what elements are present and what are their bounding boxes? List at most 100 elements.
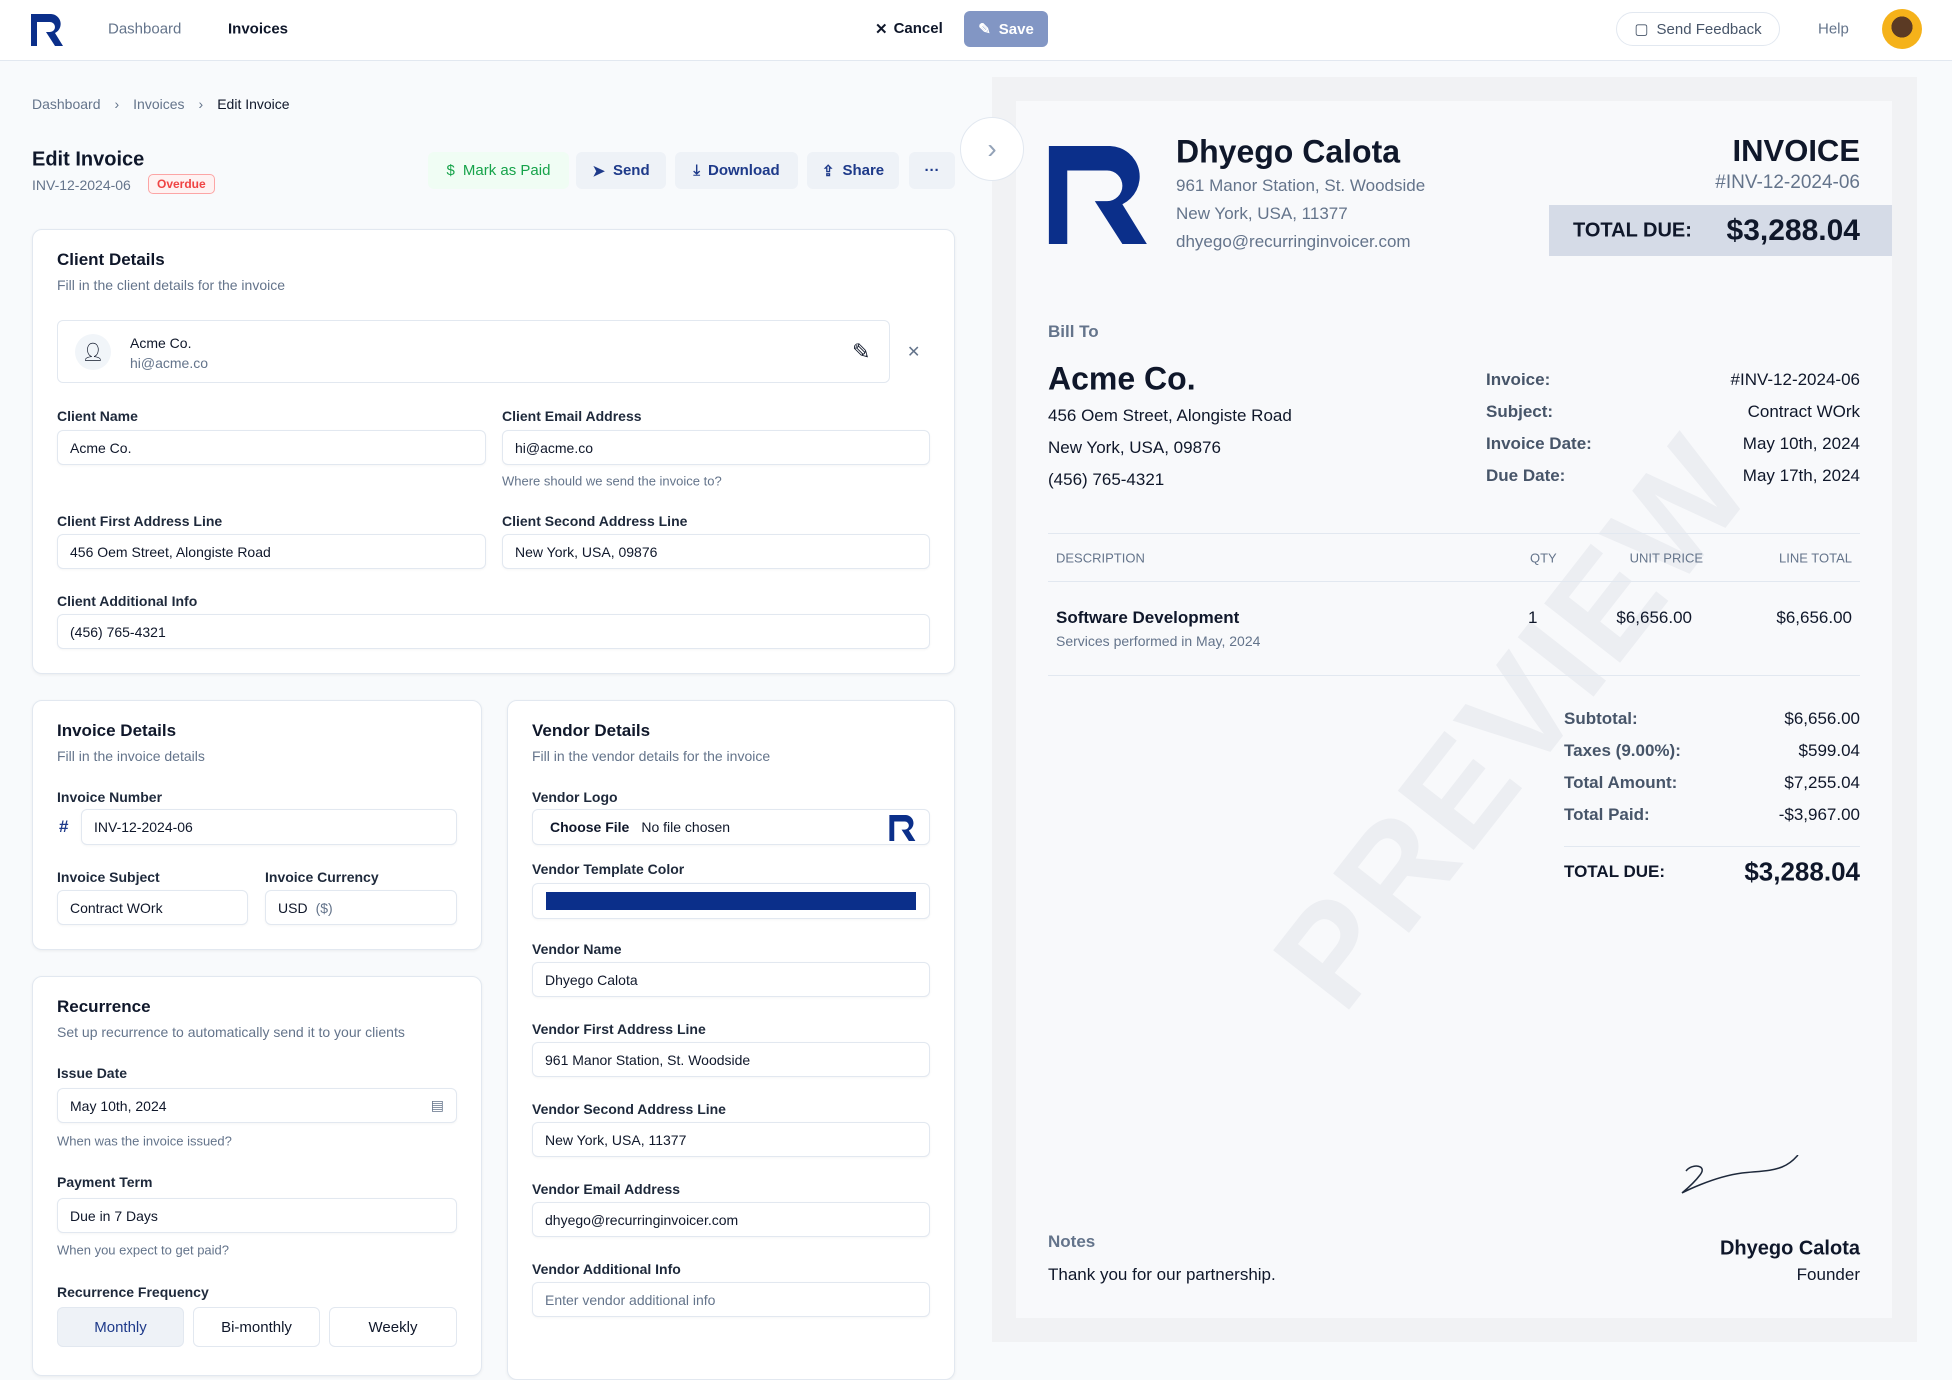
issue-date-help: When was the invoice issued? <box>57 1133 232 1149</box>
breadcrumb-invoices[interactable]: Invoices <box>133 96 185 112</box>
download-button[interactable]: ⤓ Download <box>675 152 798 189</box>
total-due-label: TOTAL DUE: <box>1573 219 1692 242</box>
vendor-card-subtitle: Fill in the vendor details for the invoi… <box>532 748 771 764</box>
frequency-bi-monthly[interactable]: Bi-monthly <box>193 1307 320 1347</box>
vendor-logo-thumbnail <box>889 815 916 841</box>
frequency-monthly[interactable]: Monthly <box>57 1307 184 1347</box>
divider <box>1564 846 1860 847</box>
currency-symbol: ($) <box>315 899 333 916</box>
preview-client-line: (456) 765-4321 <box>1048 470 1165 489</box>
selected-client-name: Acme Co. <box>130 335 192 351</box>
vendor-color-input[interactable] <box>532 883 930 919</box>
payment-term-select[interactable]: Due in 7 Days <box>57 1198 457 1233</box>
client-info-input[interactable]: (456) 765-4321 <box>57 614 930 649</box>
client-email-help: Where should we send the invoice to? <box>502 473 722 489</box>
totals-value: $599.04 <box>1798 741 1860 760</box>
invoice-subject-label: Invoice Subject <box>57 869 160 885</box>
totals-label: Taxes (9.00%): <box>1564 741 1681 760</box>
preview-vendor-name: Dhyego Calota <box>1176 133 1401 170</box>
nav-invoices[interactable]: Invoices <box>228 20 289 38</box>
meta-value: May 17th, 2024 <box>1742 466 1860 485</box>
invoice-currency-label: Invoice Currency <box>265 869 379 885</box>
invoice-number-label: Invoice Number <box>57 789 163 805</box>
issue-date-value: May 10th, 2024 <box>70 1097 167 1114</box>
recurrence-card-title: Recurrence <box>57 997 151 1016</box>
close-icon: ✕ <box>875 21 888 38</box>
avatar[interactable] <box>1882 9 1922 49</box>
send-feedback-button[interactable]: ▢ Send Feedback <box>1616 12 1780 46</box>
preview-watermark: PREVIEW <box>1243 407 1782 1036</box>
send-icon: ➤ <box>592 162 605 180</box>
vendor-card-title: Vendor Details <box>532 721 651 740</box>
vendor-email-input[interactable]: dhyego@recurringinvoicer.com <box>532 1202 930 1237</box>
cancel-button[interactable]: ✕ Cancel <box>875 20 943 38</box>
client-info-label: Client Additional Info <box>57 593 198 609</box>
totals-label: Total Paid: <box>1564 805 1650 824</box>
issue-date-input[interactable]: May 10th, 2024 ▤ <box>57 1088 457 1123</box>
chevron-right-icon: › <box>198 96 204 112</box>
invoice-subject-input[interactable]: Contract WOrk <box>57 890 248 925</box>
preview-doc-title: INVOICE <box>1732 133 1860 168</box>
client-addr2-input[interactable]: New York, USA, 09876 <box>502 534 930 569</box>
final-total-value: $3,288.04 <box>1744 856 1860 887</box>
vendor-info-input[interactable]: Enter vendor additional info <box>532 1282 930 1317</box>
totals-value: $7,255.04 <box>1784 773 1860 792</box>
calendar-icon[interactable]: ▤ <box>430 1097 444 1113</box>
nav-dashboard[interactable]: Dashboard <box>108 20 182 38</box>
client-email-label: Client Email Address <box>502 408 642 424</box>
notes-text: Thank you for our partnership. <box>1048 1265 1276 1284</box>
payment-term-help: When you expect to get paid? <box>57 1242 230 1258</box>
selected-client[interactable]: 👤︎ Acme Co. hi@acme.co ✎ <box>57 320 890 383</box>
client-name-input[interactable]: Acme Co. <box>57 430 486 465</box>
mark-as-paid-button[interactable]: $ Mark as Paid <box>428 152 569 189</box>
invoice-preview: PREVIEW <box>1016 101 1892 1318</box>
frequency-weekly[interactable]: Weekly <box>329 1307 457 1347</box>
vendor-logo-file-input[interactable]: Choose File No file chosen <box>532 809 930 845</box>
help-link[interactable]: Help <box>1818 20 1849 38</box>
edit-icon[interactable]: ✎ <box>852 339 871 364</box>
col-header-unit-price: UNIT PRICE <box>1629 550 1703 566</box>
invoice-card-title: Invoice Details <box>57 721 177 740</box>
share-icon: ⇪ <box>821 162 835 180</box>
more-button[interactable]: ··· <box>909 152 955 189</box>
client-addr1-label: Client First Address Line <box>57 513 223 529</box>
logo-icon[interactable] <box>31 14 67 46</box>
preview-vendor-line: 961 Manor Station, St. Woodside <box>1176 176 1426 195</box>
share-button[interactable]: ⇪ Share <box>807 152 899 189</box>
client-addr2-label: Client Second Address Line <box>502 513 688 529</box>
invoice-number-input[interactable]: INV-12-2024-06 <box>81 809 457 845</box>
vendor-addr1-input[interactable]: 961 Manor Station, St. Woodside <box>532 1042 930 1077</box>
preview-client-line: 456 Oem Street, Alongiste Road <box>1048 406 1292 425</box>
invoice-currency-select[interactable]: USD ($) <box>265 890 457 925</box>
meta-value: #INV-12-2024-06 <box>1730 370 1860 389</box>
breadcrumb: Dashboard › Invoices › Edit Invoice <box>32 96 290 112</box>
divider <box>1048 675 1860 676</box>
col-header-line-total: LINE TOTAL <box>1779 550 1852 566</box>
signature <box>1681 1155 1799 1194</box>
vendor-addr2-label: Vendor Second Address Line <box>532 1101 726 1117</box>
collapse-preview-button[interactable]: › <box>960 117 1024 181</box>
breadcrumb-dashboard[interactable]: Dashboard <box>32 96 101 112</box>
breadcrumb-current: Edit Invoice <box>217 96 290 112</box>
vendor-addr2-input[interactable]: New York, USA, 11377 <box>532 1122 930 1157</box>
remove-client-icon[interactable]: ✕ <box>907 344 921 361</box>
invoice-id: INV-12-2024-06 <box>32 177 131 193</box>
preview-client-name: Acme Co. <box>1048 360 1196 397</box>
choose-file-button[interactable]: Choose File <box>550 819 630 835</box>
line-item-title: Software Development <box>1056 608 1240 627</box>
vendor-name-label: Vendor Name <box>532 941 622 957</box>
divider <box>1048 533 1860 534</box>
client-email-input[interactable]: hi@acme.co <box>502 430 930 465</box>
signer-title: Founder <box>1796 1265 1860 1284</box>
meta-value: May 10th, 2024 <box>1742 434 1860 453</box>
vendor-name-input[interactable]: Dhyego Calota <box>532 962 930 997</box>
edit-icon: ✎ <box>978 21 991 38</box>
line-item-total: $6,656.00 <box>1776 608 1852 627</box>
meta-value: Contract WOrk <box>1747 402 1860 421</box>
save-button[interactable]: ✎ Save <box>964 11 1048 47</box>
client-addr1-input[interactable]: 456 Oem Street, Alongiste Road <box>57 534 486 569</box>
send-button[interactable]: ➤ Send <box>576 152 666 189</box>
currency-code: USD <box>278 899 308 916</box>
client-name-label: Client Name <box>57 408 138 424</box>
bill-to-label: Bill To <box>1048 322 1099 341</box>
